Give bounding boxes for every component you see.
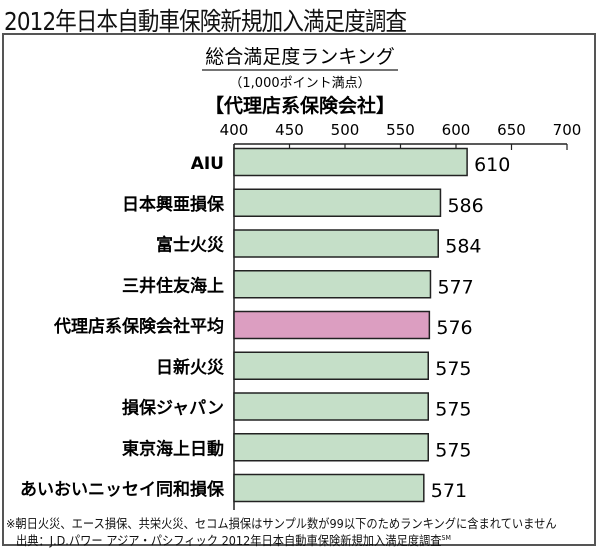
source-text: 出典：J.D.パワー アジア・パシフィック 2012年日本自動車保険新規加入満足… xyxy=(16,533,442,548)
source-note: 出典：J.D.パワー アジア・パシフィック 2012年日本自動車保険新規加入満足… xyxy=(16,530,451,549)
category-label: 日本興亜損保 xyxy=(122,194,225,215)
footnote: ※朝日火災、エース損保、共栄火災、セコム損保はサンプル数が99以下のためランキン… xyxy=(6,516,557,531)
bar xyxy=(233,310,431,340)
bar xyxy=(233,270,432,299)
x-tick-label: 400 xyxy=(220,121,249,139)
chart-frame xyxy=(2,33,596,546)
category-label: 東京海上日動 xyxy=(122,438,224,459)
category-label: AIU xyxy=(191,154,224,174)
bar xyxy=(233,351,429,380)
chart-subtitle: （1,000ポイント満点） xyxy=(229,76,370,91)
value-label: 610 xyxy=(474,154,510,176)
category-label: 富士火災 xyxy=(156,235,225,256)
value-label: 575 xyxy=(435,399,471,421)
value-label: 577 xyxy=(437,276,473,298)
value-label: 575 xyxy=(435,358,471,380)
bar xyxy=(233,147,468,177)
x-tick-label: 550 xyxy=(386,121,415,139)
bar xyxy=(233,188,442,217)
bar xyxy=(233,433,429,462)
bar xyxy=(233,392,429,421)
bar xyxy=(233,229,439,258)
group-label: 【代理店系保険会社】 xyxy=(205,94,395,117)
value-label: 586 xyxy=(447,195,483,217)
x-tick-label: 700 xyxy=(553,121,582,139)
category-label: あいおいニッセイ同和損保 xyxy=(20,479,225,500)
category-label: 三井住友海上 xyxy=(122,275,224,296)
x-tick-label: 650 xyxy=(497,121,526,139)
x-tick-label: 450 xyxy=(275,121,304,139)
service-mark: SM xyxy=(441,533,451,542)
value-label: 571 xyxy=(431,480,467,502)
bar xyxy=(233,473,425,503)
value-label: 584 xyxy=(445,236,481,258)
x-tick-label: 600 xyxy=(442,121,471,139)
category-label: 損保ジャパン xyxy=(122,398,224,419)
value-label: 576 xyxy=(436,317,472,339)
value-label: 575 xyxy=(435,439,471,461)
category-label: 代理店系保険会社平均 xyxy=(53,316,224,337)
chart-title: 総合満足度ランキング xyxy=(205,46,394,68)
x-tick-label: 500 xyxy=(331,121,360,139)
main-title: 2012年日本自動車保険新規加入満足度調査 xyxy=(4,7,407,36)
category-label: 日新火災 xyxy=(156,357,225,378)
